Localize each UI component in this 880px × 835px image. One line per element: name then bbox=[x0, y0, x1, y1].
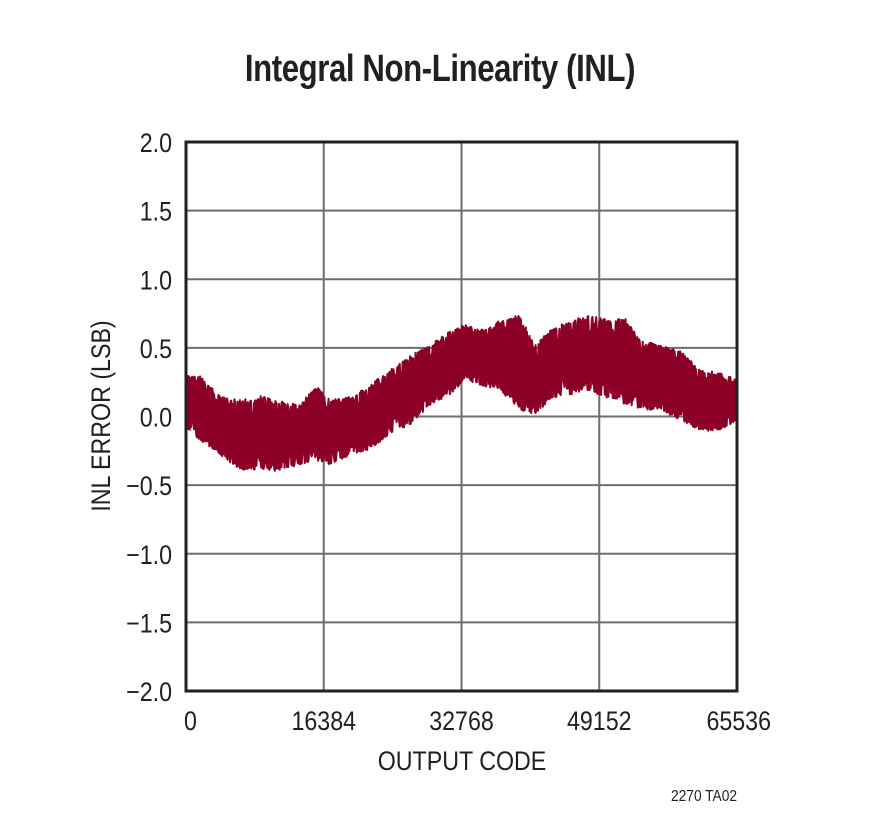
x-tick-label: 16384 bbox=[291, 706, 356, 736]
y-tick-label: 2.0 bbox=[140, 128, 172, 158]
y-tick-label: −1.5 bbox=[126, 609, 172, 639]
x-tick-label: 65536 bbox=[706, 706, 771, 736]
y-tick-label: −0.5 bbox=[126, 472, 172, 502]
plot-frame bbox=[184, 140, 739, 693]
y-tick-label: 1.5 bbox=[140, 197, 172, 227]
x-tick-label: 32768 bbox=[429, 706, 494, 736]
x-axis-ticks: 0 16384 32768 49152 65536 bbox=[184, 706, 771, 736]
y-tick-label: 0.0 bbox=[140, 403, 172, 433]
figure-code: 2270 TA02 bbox=[671, 787, 737, 805]
y-tick-label: −2.0 bbox=[126, 677, 172, 707]
y-tick-label: −1.0 bbox=[126, 540, 172, 570]
chart-title: Integral Non-Linearity (INL) bbox=[244, 48, 636, 90]
y-axis-ticks: 2.0 1.5 1.0 0.5 0.0 −0.5 −1.0 −1.5 −2.0 bbox=[126, 128, 172, 707]
y-axis-label: INL ERROR (LSB) bbox=[86, 320, 116, 511]
y-tick-label: 1.0 bbox=[140, 266, 172, 296]
x-axis-label: OUTPUT CODE bbox=[378, 746, 547, 776]
x-tick-label: 0 bbox=[184, 706, 197, 736]
x-tick-label: 49152 bbox=[567, 706, 632, 736]
y-tick-label: 0.5 bbox=[140, 334, 172, 364]
